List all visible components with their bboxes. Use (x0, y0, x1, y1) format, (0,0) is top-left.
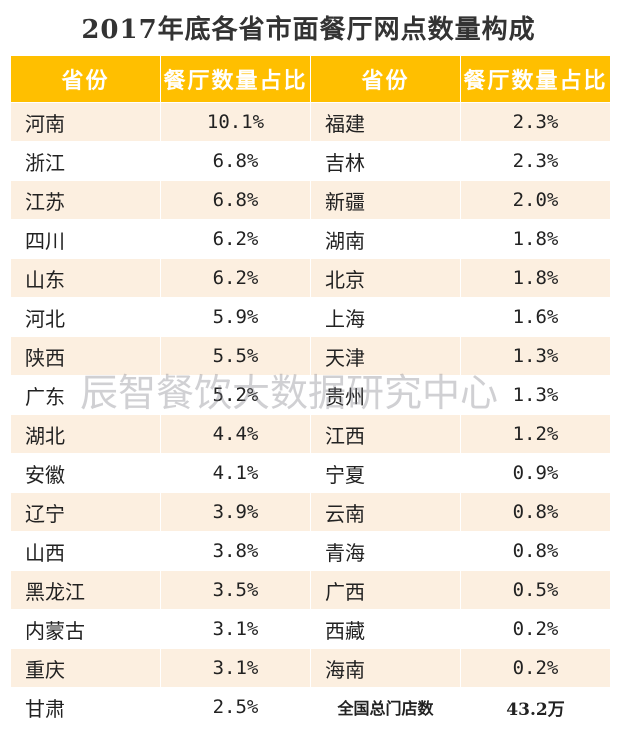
province-cell: 宁夏 (310, 453, 461, 493)
table-row: 重庆 3.1% 海南 0.2% (10, 648, 611, 688)
table-row: 黑龙江 3.5% 广西 0.5% (10, 570, 611, 610)
share-cell: 10.1% (160, 102, 311, 142)
share-cell: 6.8% (160, 180, 311, 220)
share-cell: 1.3% (460, 336, 611, 376)
province-cell: 上海 (310, 297, 461, 337)
province-cell: 福建 (310, 102, 461, 142)
province-cell: 海南 (310, 648, 461, 688)
table-row: 山东 6.2% 北京 1.8% (10, 258, 611, 298)
share-cell: 0.8% (460, 531, 611, 571)
table-row: 安徽 4.1% 宁夏 0.9% (10, 453, 611, 493)
province-cell: 青海 (310, 531, 461, 571)
share-cell: 2.0% (460, 180, 611, 220)
share-cell: 6.8% (160, 141, 311, 181)
province-cell: 湖北 (10, 414, 161, 454)
share-cell: 2.3% (460, 141, 611, 181)
province-cell: 山东 (10, 258, 161, 298)
province-cell: 安徽 (10, 453, 161, 493)
restaurant-share-table: 省份 餐厅数量占比 省份 餐厅数量占比 河南 10.1% 福建 2.3% 浙江 6.8% 吉… (10, 55, 611, 727)
share-cell: 1.8% (460, 258, 611, 298)
table-row: 甘肃 2.5% 全国总门店数 43.2万 (10, 687, 611, 727)
province-cell: 吉林 (310, 141, 461, 181)
total-label-cell: 全国总门店数 (310, 687, 461, 727)
province-cell: 甘肃 (10, 687, 161, 727)
table-row: 山西 3.8% 青海 0.8% (10, 531, 611, 571)
share-cell: 3.1% (160, 609, 311, 649)
table-row: 广东 5.2% 贵州 1.3% (10, 375, 611, 415)
share-cell: 3.8% (160, 531, 311, 571)
share-cell: 0.2% (460, 609, 611, 649)
share-cell: 3.9% (160, 492, 311, 532)
province-cell: 河北 (10, 297, 161, 337)
table-row: 陕西 5.5% 天津 1.3% (10, 336, 611, 376)
province-cell: 湖南 (310, 219, 461, 259)
share-cell: 3.1% (160, 648, 311, 688)
province-cell: 广西 (310, 570, 461, 610)
share-cell: 4.4% (160, 414, 311, 454)
share-cell: 0.8% (460, 492, 611, 532)
province-cell: 新疆 (310, 180, 461, 220)
table-row: 四川 6.2% 湖南 1.8% (10, 219, 611, 259)
share-cell: 5.5% (160, 336, 311, 376)
header-share-right: 餐厅数量占比 (460, 55, 611, 103)
province-cell: 云南 (310, 492, 461, 532)
share-cell: 4.1% (160, 453, 311, 493)
share-cell: 0.9% (460, 453, 611, 493)
header-share-left: 餐厅数量占比 (160, 55, 311, 103)
province-cell: 河南 (10, 102, 161, 142)
province-cell: 江西 (310, 414, 461, 454)
share-cell: 0.5% (460, 570, 611, 610)
province-cell: 贵州 (310, 375, 461, 415)
province-cell: 重庆 (10, 648, 161, 688)
share-cell: 1.6% (460, 297, 611, 337)
province-cell: 黑龙江 (10, 570, 161, 610)
table-row: 湖北 4.4% 江西 1.2% (10, 414, 611, 454)
table-row: 江苏 6.8% 新疆 2.0% (10, 180, 611, 220)
share-cell: 1.8% (460, 219, 611, 259)
province-cell: 天津 (310, 336, 461, 376)
province-cell: 浙江 (10, 141, 161, 181)
share-cell: 2.5% (160, 687, 311, 727)
table-row: 内蒙古 3.1% 西藏 0.2% (10, 609, 611, 649)
page-title: 2017年底各省市面餐厅网点数量构成 (81, 15, 536, 45)
share-cell: 3.5% (160, 570, 311, 610)
header-province-right: 省份 (310, 55, 461, 103)
share-cell: 1.3% (460, 375, 611, 415)
province-cell: 四川 (10, 219, 161, 259)
share-cell: 5.9% (160, 297, 311, 337)
share-cell: 6.2% (160, 258, 311, 298)
province-cell: 西藏 (310, 609, 461, 649)
share-cell: 0.2% (460, 648, 611, 688)
share-cell: 1.2% (460, 414, 611, 454)
header-province-left: 省份 (10, 55, 161, 103)
share-cell: 5.2% (160, 375, 311, 415)
table-row: 浙江 6.8% 吉林 2.3% (10, 141, 611, 181)
table-row: 辽宁 3.9% 云南 0.8% (10, 492, 611, 532)
total-value-cell: 43.2万 (460, 687, 611, 727)
province-cell: 陕西 (10, 336, 161, 376)
province-cell: 江苏 (10, 180, 161, 220)
province-cell: 内蒙古 (10, 609, 161, 649)
table-row: 河南 10.1% 福建 2.3% (10, 102, 611, 142)
table-header-row: 省份 餐厅数量占比 省份 餐厅数量占比 (10, 55, 611, 103)
share-cell: 6.2% (160, 219, 311, 259)
table-row: 河北 5.9% 上海 1.6% (10, 297, 611, 337)
province-cell: 广东 (10, 375, 161, 415)
province-cell: 辽宁 (10, 492, 161, 532)
province-cell: 山西 (10, 531, 161, 571)
province-cell: 北京 (310, 258, 461, 298)
share-cell: 2.3% (460, 102, 611, 142)
